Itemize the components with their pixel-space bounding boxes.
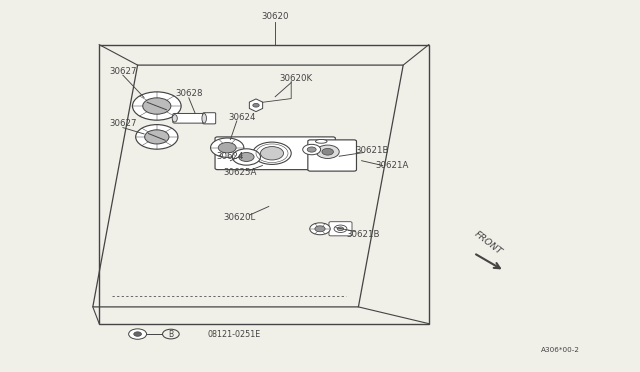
Ellipse shape [202,113,206,123]
Circle shape [143,98,171,114]
Circle shape [307,147,316,152]
Text: 30624: 30624 [217,153,244,161]
Text: 30628: 30628 [175,89,202,98]
Circle shape [253,103,259,107]
FancyBboxPatch shape [308,140,356,171]
Circle shape [334,225,347,232]
FancyBboxPatch shape [173,113,206,123]
Circle shape [129,329,147,339]
Circle shape [337,227,344,231]
Ellipse shape [172,115,177,122]
Circle shape [303,144,321,155]
Ellipse shape [316,140,327,143]
Circle shape [232,149,260,165]
FancyBboxPatch shape [329,222,352,236]
Circle shape [136,125,178,149]
Circle shape [145,130,169,144]
Text: 30627: 30627 [109,119,136,128]
Text: 30627: 30627 [109,67,136,76]
FancyBboxPatch shape [203,113,216,124]
Text: A306*00-2: A306*00-2 [541,347,579,353]
Text: B: B [168,330,173,339]
Circle shape [316,145,339,158]
Text: 30621A: 30621A [376,161,409,170]
Text: 30620L: 30620L [224,213,256,222]
Text: 08121-0251E: 08121-0251E [208,330,261,339]
Circle shape [253,142,291,164]
FancyBboxPatch shape [215,137,335,170]
Circle shape [315,226,325,232]
Circle shape [211,138,244,157]
Text: 30620K: 30620K [279,74,312,83]
Text: 30621B: 30621B [356,146,389,155]
Circle shape [310,223,330,235]
Text: 30620: 30620 [262,12,289,21]
Text: 30624: 30624 [228,113,255,122]
Text: 30625A: 30625A [223,169,257,177]
Polygon shape [250,99,262,112]
Circle shape [218,142,236,153]
Bar [99,45,429,324]
Circle shape [132,92,181,120]
Circle shape [322,148,333,155]
Circle shape [260,147,284,160]
Circle shape [134,332,141,336]
Text: FRONT: FRONT [472,229,504,256]
Circle shape [239,153,254,161]
Text: 30621B: 30621B [347,230,380,239]
